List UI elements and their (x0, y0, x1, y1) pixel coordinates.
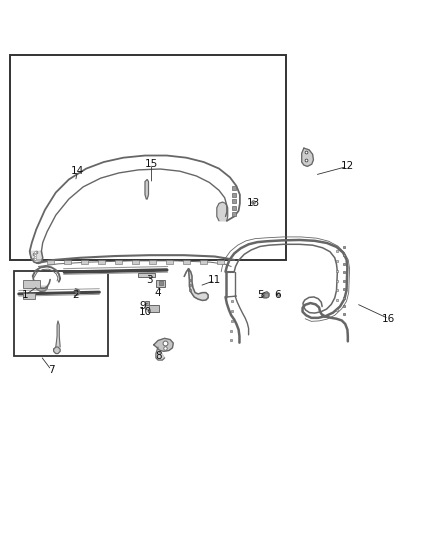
Polygon shape (156, 347, 165, 360)
Bar (81, 260, 88, 264)
Text: 9: 9 (140, 301, 146, 311)
Bar (23, 280, 40, 288)
Bar (132, 260, 139, 264)
Text: 10: 10 (138, 307, 152, 317)
Polygon shape (35, 286, 47, 292)
Polygon shape (56, 321, 60, 347)
Bar (10, 55, 286, 260)
Text: 1: 1 (22, 290, 28, 300)
Polygon shape (261, 292, 269, 298)
Bar (166, 260, 173, 264)
Text: 14: 14 (71, 166, 84, 176)
Bar (23, 293, 35, 299)
Text: 5: 5 (257, 290, 264, 300)
Text: 6: 6 (275, 290, 281, 300)
Polygon shape (145, 180, 148, 199)
Text: 13: 13 (247, 198, 261, 208)
Text: 7: 7 (48, 365, 55, 375)
Bar (183, 260, 190, 264)
Text: 8: 8 (155, 351, 161, 361)
Bar (200, 260, 207, 264)
Bar (98, 260, 105, 264)
Bar (64, 260, 71, 264)
Text: 4: 4 (155, 288, 161, 297)
Bar (14, 271, 108, 356)
Polygon shape (53, 347, 60, 353)
Polygon shape (217, 202, 228, 221)
Text: 2: 2 (72, 290, 79, 300)
Text: 11: 11 (208, 276, 221, 286)
Text: 16: 16 (382, 314, 396, 324)
Polygon shape (302, 148, 314, 166)
Text: 15: 15 (145, 159, 158, 169)
Bar (156, 279, 166, 287)
Polygon shape (184, 269, 208, 301)
Text: 3: 3 (146, 276, 153, 286)
Bar (148, 305, 159, 312)
Text: 12: 12 (341, 161, 354, 172)
Bar (138, 272, 155, 277)
Bar (149, 260, 156, 264)
Bar (47, 260, 54, 264)
Polygon shape (154, 338, 173, 351)
Bar (115, 260, 122, 264)
Bar (217, 260, 224, 264)
Polygon shape (30, 251, 43, 263)
